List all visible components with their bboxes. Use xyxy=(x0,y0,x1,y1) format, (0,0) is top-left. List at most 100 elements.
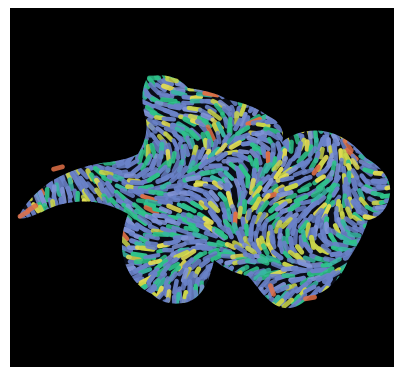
rod-cell xyxy=(272,281,287,292)
rod-cell xyxy=(101,175,113,184)
rod-cell xyxy=(207,108,223,121)
rod-cell xyxy=(188,129,200,141)
rod-cell xyxy=(239,176,247,194)
rod-cell xyxy=(198,158,209,170)
rod-cell xyxy=(146,167,159,178)
rod-cell xyxy=(264,119,278,125)
rod-cell xyxy=(253,211,264,225)
rod-cell xyxy=(198,200,209,211)
rod-cell xyxy=(300,182,313,192)
rod-cell xyxy=(287,201,301,213)
rod-cell xyxy=(222,196,231,212)
rod-cell xyxy=(152,119,166,128)
rod-cell xyxy=(159,181,172,190)
rod-cell xyxy=(355,201,369,215)
rod-cell xyxy=(292,228,299,246)
rod-cell xyxy=(106,174,119,183)
rod-cell xyxy=(146,271,158,285)
rod-cell xyxy=(104,186,115,198)
rod-cell xyxy=(133,258,152,265)
rod-cell xyxy=(198,257,211,269)
rod-cell xyxy=(81,188,92,202)
rod-cell xyxy=(345,225,359,234)
rod-cell xyxy=(290,294,301,306)
rod-cell xyxy=(195,222,212,233)
rod-cell xyxy=(256,139,271,152)
rod-cell xyxy=(333,163,341,181)
rod-cell xyxy=(151,140,162,153)
rod-cell xyxy=(289,275,307,284)
rod-cell xyxy=(275,284,290,294)
rod-cell xyxy=(350,158,360,170)
rod-cell xyxy=(207,200,221,214)
colony-edge-cells xyxy=(17,75,317,302)
rod-cell xyxy=(207,241,223,248)
rod-cell xyxy=(342,138,354,153)
rod-cell xyxy=(119,187,136,199)
rod-cell xyxy=(318,146,325,160)
rod-cell xyxy=(293,194,309,204)
rod-cell xyxy=(131,162,145,175)
rod-cell xyxy=(314,174,326,183)
rod-cell xyxy=(177,262,192,277)
rod-cell xyxy=(294,244,305,255)
rod-cell xyxy=(315,178,330,191)
rod-cell xyxy=(316,246,330,255)
rod-cell xyxy=(324,276,334,289)
rod-cell xyxy=(101,193,112,205)
rod-cell xyxy=(161,78,175,87)
rod-cell xyxy=(154,277,167,292)
rod-cell xyxy=(149,132,162,147)
rod-cell xyxy=(126,223,140,232)
rod-cell xyxy=(104,180,117,194)
rod-cell xyxy=(235,230,245,247)
rod-cell xyxy=(236,152,252,163)
rod-cell xyxy=(262,177,274,193)
rod-cell xyxy=(300,174,313,183)
rod-cell xyxy=(290,151,301,162)
rod-cell xyxy=(247,154,255,167)
rod-cell xyxy=(78,175,89,189)
rod-cell xyxy=(239,102,247,117)
rod-cell xyxy=(112,174,125,182)
edge-rod-cell xyxy=(303,294,317,302)
edge-rod-cell xyxy=(147,75,161,81)
rod-cell xyxy=(181,202,197,214)
rod-cell xyxy=(85,181,98,195)
rod-cell xyxy=(300,159,311,170)
rod-cell xyxy=(237,149,250,155)
rod-cell xyxy=(288,139,294,154)
rod-cell xyxy=(180,267,189,283)
rod-cell xyxy=(217,99,232,112)
rod-cell xyxy=(248,177,256,196)
rod-cell xyxy=(185,135,193,150)
rod-cell xyxy=(302,284,317,294)
rod-cell xyxy=(166,203,183,213)
rod-cell xyxy=(60,186,67,205)
rod-cell xyxy=(161,116,177,122)
rod-cell xyxy=(182,116,197,127)
rod-cell xyxy=(277,240,285,255)
rod-cell xyxy=(268,195,280,206)
rod-cell xyxy=(384,182,391,191)
rod-cell xyxy=(190,200,205,211)
rod-cell xyxy=(245,173,251,189)
rod-cell xyxy=(265,230,272,247)
rod-cell xyxy=(215,142,228,157)
rod-cell xyxy=(211,180,224,190)
rod-cell xyxy=(276,190,294,198)
rod-cell xyxy=(257,257,270,266)
rod-cell xyxy=(203,230,219,239)
rod-cell xyxy=(282,158,293,174)
rod-cell xyxy=(125,158,140,169)
rod-cell xyxy=(251,145,264,155)
rod-cell xyxy=(311,164,321,176)
rod-cell xyxy=(167,238,181,246)
micrograph-panel xyxy=(10,8,394,367)
rod-cell xyxy=(139,99,156,109)
rod-cell xyxy=(215,130,222,145)
rod-cell xyxy=(315,167,329,178)
rod-cell xyxy=(169,172,182,184)
rod-cell xyxy=(148,258,163,266)
rod-cell xyxy=(75,190,80,206)
